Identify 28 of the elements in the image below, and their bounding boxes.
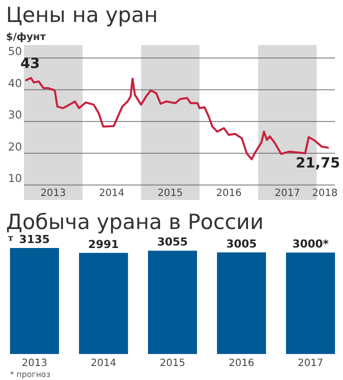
y-axis-title: $/фунт — [6, 32, 46, 43]
annotation: 21,75 — [296, 156, 340, 172]
data-label: 3135 — [19, 233, 50, 246]
data-label: 3005 — [226, 237, 257, 250]
y-tick-label: 30 — [8, 108, 22, 122]
x-tick-label: 2013 — [40, 188, 66, 199]
data-label: 2991 — [88, 238, 119, 251]
annotation: 43 — [20, 56, 40, 72]
x-tick-label: 2018 — [312, 188, 338, 199]
data-label: 3000* — [292, 238, 329, 251]
y-tick-label: 40 — [8, 76, 22, 90]
x-tick-label: 2014 — [90, 358, 116, 369]
text: * прогноз — [10, 370, 50, 379]
x-tick-label: 2016 — [216, 188, 242, 199]
y-axis-title: т — [8, 234, 14, 244]
x-tick-label: 2014 — [98, 188, 124, 199]
x-tick-label: 2015 — [157, 188, 183, 199]
data-label: 3055 — [157, 236, 188, 249]
x-tick-label: 2016 — [228, 358, 254, 369]
x-tick-label: 2017 — [298, 358, 324, 369]
chart-title: Цены на уран — [6, 3, 158, 27]
x-tick-label: 2017 — [274, 188, 300, 199]
chart-title: Добыча урана в России — [6, 210, 264, 234]
x-tick-label: 2013 — [22, 358, 48, 369]
x-tick-label: 2015 — [160, 358, 186, 369]
y-tick-label: 10 — [8, 172, 22, 185]
y-tick-label: 50 — [8, 45, 22, 58]
y-tick-label: 20 — [8, 140, 22, 154]
